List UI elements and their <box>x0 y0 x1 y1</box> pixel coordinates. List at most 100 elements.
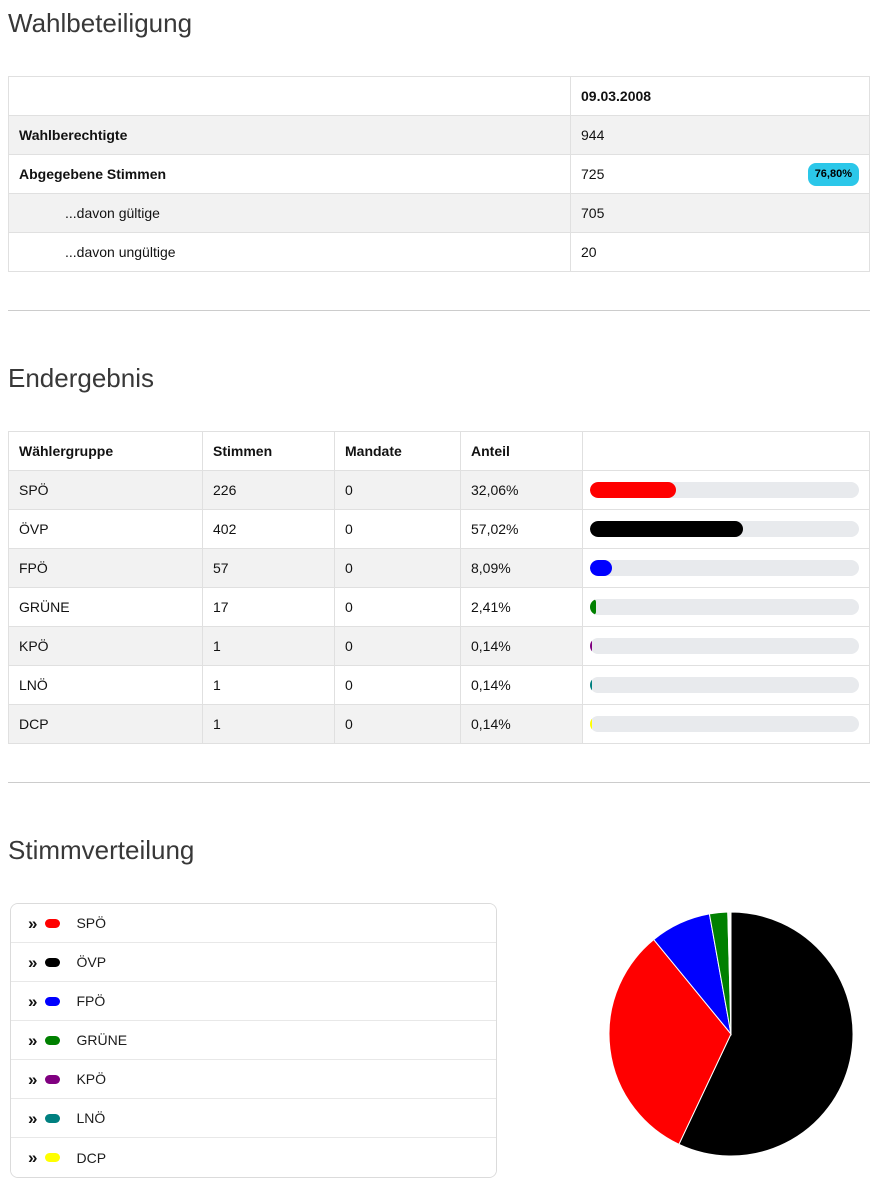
pie-chart-svg <box>608 911 854 1157</box>
share-bar-track <box>590 482 859 498</box>
legend-party-label: KPÖ <box>76 1071 107 1087</box>
share-bar-cell <box>582 587 870 627</box>
party-color-swatch <box>45 1113 61 1123</box>
share-bar-cell <box>582 626 870 666</box>
party-legend: » SPÖ » ÖVP » FPÖ » GRÜNE » KPÖ » LNÖ » … <box>10 903 497 1178</box>
double-chevron-icon: » <box>28 952 38 972</box>
turnout-row-value: 944 <box>581 127 605 143</box>
mandates-cell: 0 <box>334 548 461 588</box>
share-bar-cell <box>582 665 870 705</box>
share-bar-track <box>590 677 859 693</box>
legend-item[interactable]: » SPÖ <box>11 904 496 943</box>
column-header-waehlergruppe: Wählergruppe <box>8 431 203 471</box>
share-cell: 8,09% <box>460 548 583 588</box>
mandates-cell: 0 <box>334 626 461 666</box>
votes-cell: 57 <box>202 548 335 588</box>
column-header-bar <box>582 431 870 471</box>
party-color-swatch <box>45 996 61 1006</box>
party-color-swatch <box>45 957 61 967</box>
results-table-body: Wählergruppe Stimmen Mandate Anteil SPÖ … <box>8 431 870 744</box>
share-bar-track <box>590 638 859 654</box>
turnout-row-value-cell: 705 <box>570 193 870 233</box>
section-divider <box>8 310 870 311</box>
party-name-cell: GRÜNE <box>8 587 203 627</box>
double-chevron-icon: » <box>28 991 38 1011</box>
share-cell: 0,14% <box>460 704 583 744</box>
party-name-cell: DCP <box>8 704 203 744</box>
results-section-title: Endergebnis <box>8 363 154 393</box>
turnout-table-row: ...davon gültige 705 <box>8 193 870 233</box>
party-name-cell: ÖVP <box>8 509 203 549</box>
mandates-cell: 0 <box>334 509 461 549</box>
turnout-header-empty-cell <box>8 76 571 116</box>
legend-party-label: LNÖ <box>76 1110 106 1126</box>
legend-item[interactable]: » FPÖ <box>11 982 496 1021</box>
party-name-cell: FPÖ <box>8 548 203 588</box>
party-name-cell: KPÖ <box>8 626 203 666</box>
turnout-row-value-cell: 725 76,80% <box>570 154 870 194</box>
share-bar-fill <box>590 716 592 732</box>
turnout-table: 09.03.2008 Wahlberechtigte 944 Abgegeben… <box>8 76 870 272</box>
mandates-cell: 0 <box>334 665 461 705</box>
share-cell: 0,14% <box>460 665 583 705</box>
share-bar-fill <box>590 521 744 537</box>
turnout-row-label: ...davon gültige <box>8 193 571 233</box>
legend-party-label: ÖVP <box>76 954 107 970</box>
share-cell: 0,14% <box>460 626 583 666</box>
legend-item[interactable]: » LNÖ <box>11 1099 496 1138</box>
double-chevron-icon: » <box>28 913 38 933</box>
party-name-cell: SPÖ <box>8 470 203 510</box>
share-bar-fill <box>590 560 612 576</box>
share-bar-track <box>590 716 859 732</box>
legend-party-label: FPÖ <box>76 993 106 1009</box>
legend-item[interactable]: » GRÜNE <box>11 1021 496 1060</box>
legend-item[interactable]: » KPÖ <box>11 1060 496 1099</box>
share-bar-track <box>590 521 859 537</box>
results-table-row: FPÖ 57 0 8,09% <box>8 548 870 588</box>
results-table-row: DCP 1 0 0,14% <box>8 704 870 744</box>
share-cell: 2,41% <box>460 587 583 627</box>
double-chevron-icon: » <box>28 1148 38 1167</box>
double-chevron-icon: » <box>28 1108 38 1128</box>
column-header-anteil: Anteil <box>460 431 583 471</box>
share-bar-fill <box>590 638 592 654</box>
party-color-swatch <box>45 1153 61 1162</box>
votes-cell: 1 <box>202 665 335 705</box>
party-color-swatch <box>45 918 61 928</box>
turnout-table-row: Abgegebene Stimmen 725 76,80% <box>8 154 870 194</box>
legend-item[interactable]: » ÖVP <box>11 943 496 982</box>
share-bar-fill <box>590 599 597 615</box>
results-table-row: ÖVP 402 0 57,02% <box>8 509 870 549</box>
distribution-section: Stimmverteilung » SPÖ » ÖVP » FPÖ » GRÜN… <box>8 835 870 1178</box>
section-divider <box>8 782 870 783</box>
votes-cell: 402 <box>202 509 335 549</box>
turnout-table-body: 09.03.2008 Wahlberechtigte 944 Abgegeben… <box>8 76 870 272</box>
double-chevron-icon: » <box>28 1069 38 1089</box>
share-bar-cell <box>582 470 870 510</box>
pie-slice-dcp <box>729 911 732 1035</box>
turnout-date-header-cell: 09.03.2008 <box>570 76 870 116</box>
column-header-mandate: Mandate <box>334 431 461 471</box>
votes-cell: 1 <box>202 626 335 666</box>
turnout-row-value-cell: 944 <box>570 115 870 155</box>
turnout-row-label: Abgegebene Stimmen <box>8 154 571 194</box>
party-color-swatch <box>45 1074 61 1084</box>
mandates-cell: 0 <box>334 470 461 510</box>
votes-cell: 17 <box>202 587 335 627</box>
legend-party-label: SPÖ <box>76 915 107 931</box>
results-header-row: Wählergruppe Stimmen Mandate Anteil <box>8 431 870 471</box>
vote-distribution-pie-chart <box>608 911 854 1157</box>
turnout-header-row: 09.03.2008 <box>8 76 870 116</box>
results-table: Wählergruppe Stimmen Mandate Anteil SPÖ … <box>8 431 870 744</box>
turnout-row-value: 725 <box>581 166 605 182</box>
turnout-row-value: 20 <box>581 244 597 260</box>
legend-item[interactable]: » DCP <box>11 1138 496 1177</box>
results-table-row: KPÖ 1 0 0,14% <box>8 626 870 666</box>
distribution-section-title: Stimmverteilung <box>8 835 195 865</box>
share-bar-cell <box>582 509 870 549</box>
pie-slice-sp <box>608 938 732 1145</box>
legend-party-label: DCP <box>76 1149 107 1166</box>
turnout-row-label: ...davon ungültige <box>8 232 571 272</box>
turnout-table-row: Wahlberechtigte 944 <box>8 115 870 155</box>
turnout-table-row: ...davon ungültige 20 <box>8 232 870 272</box>
